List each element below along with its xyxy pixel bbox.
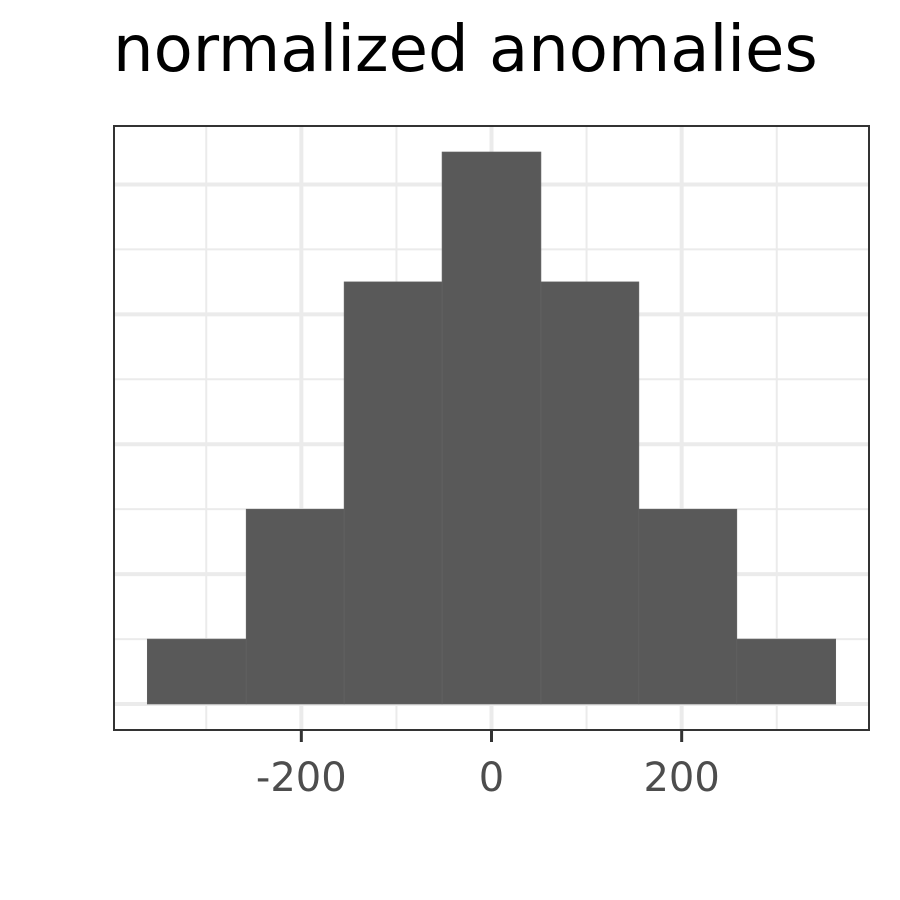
histogram-bar-5 (540, 281, 640, 705)
histogram-bar-3 (343, 281, 443, 705)
x-tick-label: 200 (643, 755, 719, 801)
histogram-bars (146, 151, 837, 705)
histogram-bar-4 (441, 151, 542, 705)
histogram-bar-7 (736, 638, 837, 705)
histogram-bar-1 (146, 638, 247, 705)
histogram-bar-2 (245, 508, 345, 705)
x-tick-label: -200 (256, 755, 347, 801)
x-axis: -200 0 200 (256, 730, 720, 801)
x-tick-label: 0 (479, 755, 504, 801)
histogram-bar-6 (638, 508, 738, 705)
chart-title: normalized anomalies (113, 13, 818, 87)
